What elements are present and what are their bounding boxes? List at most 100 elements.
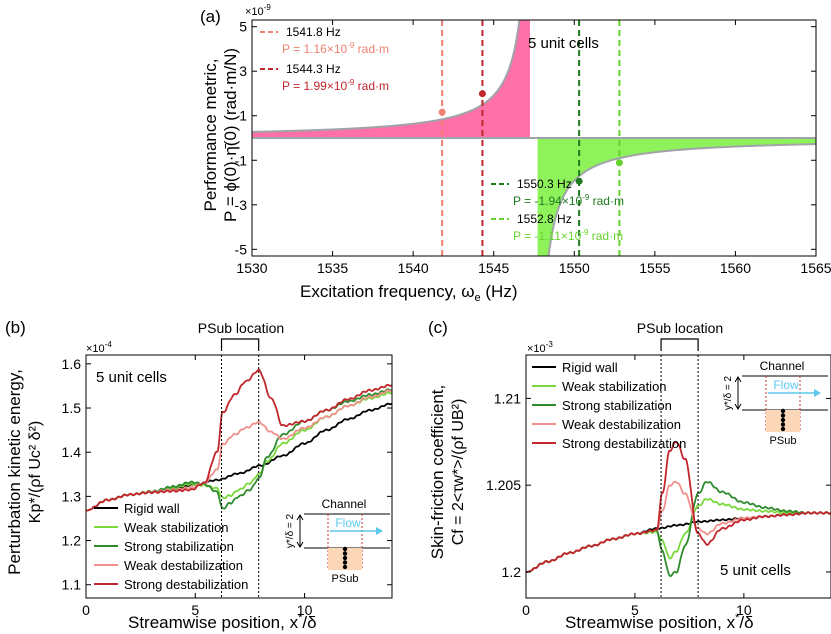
marker-point-0 [438, 108, 446, 116]
inset-psub-dot [342, 555, 348, 561]
legend-label-weak-destabilization: Weak destabilization [124, 558, 243, 573]
inset-psub-dot [780, 408, 786, 414]
panel-c-ylabel-2: Cf = 2<τw*>/(ρf UB²) [450, 399, 467, 546]
legend-label-strong-stabilization: Strong stabilization [562, 398, 672, 413]
panel-c-label: (c) [428, 318, 448, 337]
series-line-weak-destabilization [526, 480, 831, 573]
panel-1-frame [85, 354, 393, 599]
panel-a-xtick-label: 1540 [398, 260, 429, 276]
panel-a-xtick-label: 1545 [478, 260, 509, 276]
panel-c-plot-area: 0 5 10 1.2 1.205 1.21 Rigid wall Weak stabiliza… [486, 338, 831, 618]
panel-a-ytick-label: 5 [239, 19, 247, 35]
series-line-strong-destabilization [86, 368, 392, 512]
inset-flow-arrowhead [376, 527, 383, 535]
panel-a-ytick-label: 1 [239, 108, 247, 124]
panel-c-psub-label: PSub location [637, 320, 723, 336]
panel-a-xtick-label: 1555 [639, 260, 670, 276]
panel-b: (b) ×10-4 PSub location 0 5 10 1.1 1.2 1.3 1.4… [5, 318, 393, 632]
panel-c: (c) ×10-3 PSub location 0 5 10 1.2 1.205 1.21… [428, 318, 831, 632]
panel-a-ylabel-2: P = ϕ(0)·η̄(0) (rad·m/N) [221, 48, 240, 222]
inset-height-arrowhead-top [734, 376, 742, 383]
panel-1-ytick-label: 1.6 [62, 356, 82, 372]
inset-psub-dot [342, 560, 348, 565]
inset-psub-dot [780, 426, 786, 432]
inset-psub-dot [342, 551, 348, 556]
inset-height-arrowhead-bottom [734, 403, 742, 410]
panel-a-xlabel: Excitation frequency, ωe (Hz) [300, 282, 518, 304]
legend-P-1: P = 1.99×10-9 rad·m [282, 78, 389, 93]
response-curve-left [252, 20, 521, 133]
panel-1-ytick-label: 1.3 [62, 488, 82, 504]
panel-b-label: (b) [5, 318, 26, 337]
inset-psub-dot [780, 422, 786, 427]
panel-1-xtick-label: 0 [82, 602, 90, 618]
panel-c-annotation: 5 unit cells [720, 562, 791, 579]
panel-a: (a) ×10-9 1530 1535 1540 1545 1550 1555 1560 15… [200, 3, 831, 304]
series-line-weak-stabilization [86, 391, 392, 512]
panel-1-xtick-label: 5 [191, 602, 199, 618]
panel-a-exponent: ×10-9 [245, 3, 271, 18]
panel-a-ylabel-1: Performance metric, [201, 58, 220, 211]
panel-1-ytick-label: 1.4 [62, 444, 82, 460]
panel-2-frame [525, 354, 831, 599]
panel-b-xlabel: Streamwise position, x*/δ [128, 612, 317, 632]
legend-label-weak-destabilization: Weak destabilization [562, 417, 681, 432]
panel-b-annotation: 5 unit cells [96, 369, 167, 386]
panel-2-xtick-label: 10 [736, 602, 752, 618]
legend-label-strong-destabilization: Strong destabilization [562, 436, 686, 451]
panel-2-ytick-label: 1.2 [502, 564, 522, 580]
marker-point-3 [615, 159, 623, 167]
inset-flow-label: Flow [773, 378, 799, 392]
panel-2-ytick-label: 1.205 [486, 477, 521, 493]
legend-label-rigid-wall: Rigid wall [562, 360, 618, 375]
legend-P-3: P = -1.11×10-9 rad·m [513, 228, 623, 243]
legend-label-weak-stabilization: Weak stabilization [562, 379, 667, 394]
panel-a-frame [251, 19, 817, 257]
panel-1-ytick-label: 1.2 [62, 533, 82, 549]
legend-freq-1: 1544.3 Hz [286, 62, 341, 76]
legend-freq-2: 1550.3 Hz [517, 177, 572, 191]
panel-a-label: (a) [200, 7, 221, 26]
panel-a-annotation: 5 unit cells [528, 35, 599, 52]
panel-a-ytick-label: 3 [239, 63, 247, 79]
psub-bracket [220, 338, 260, 351]
panel-b-plot-area: 0 5 10 1.1 1.2 1.3 1.4 1.5 1.6 Rigid wall Weak sta… [62, 338, 393, 618]
inset-psub-label: PSub [332, 573, 359, 585]
legend-freq-0: 1541.8 Hz [286, 25, 341, 39]
inset-flow-arrowhead [814, 389, 821, 397]
panel-a-xtick-label: 1530 [236, 260, 267, 276]
panel-1-ytick-label: 1.1 [62, 577, 82, 593]
panel-2-xtick-label: 5 [631, 602, 639, 618]
legend-P-2: P = -1.94×10-9 rad·m [513, 193, 624, 208]
panel-b-psub-label: PSub location [198, 320, 284, 336]
legend-P-0: P = 1.16×10-9 rad·m [282, 41, 389, 56]
panel-a-plot-area: 1530 1535 1540 1545 1550 1555 1560 1565 -5 -3 -1 1 3… [235, 19, 831, 276]
panel-b-exponent: ×10-4 [86, 340, 112, 355]
panel-a-ytick-label: -3 [235, 197, 248, 213]
negative-fill-area [537, 138, 816, 256]
response-curve-right [547, 143, 816, 256]
panel-2-ytick-label: 1.21 [494, 390, 521, 406]
inset-ratio-label: y*/δ = 2 [285, 513, 296, 548]
series-line-weak-destabilization [86, 389, 392, 512]
legend-label-rigid-wall: Rigid wall [124, 501, 180, 516]
legend-label-weak-stabilization: Weak stabilization [124, 520, 229, 535]
legend-freq-3: 1552.8 Hz [517, 212, 572, 226]
inset-psub-label: PSub [770, 435, 797, 447]
marker-point-1 [478, 90, 486, 98]
inset-height-arrowhead-bottom [296, 541, 304, 548]
panel-b-ylabel-1: Perturbation kinetic energy, [5, 369, 24, 575]
panel-a-xtick-label: 1535 [317, 260, 348, 276]
legend-label-strong-destabilization: Strong destabilization [124, 577, 248, 592]
marker-point-2 [575, 177, 583, 185]
panel-a-xtick-label: 1560 [720, 260, 751, 276]
panel-1-xtick-label: 10 [297, 602, 313, 618]
panel-clipped-1 [86, 368, 392, 512]
panel-1-ytick-label: 1.5 [62, 400, 82, 416]
inset-psub-dot [342, 546, 348, 552]
panel-b-ylabel-2: Kp*/(ρf Uc² δ²) [27, 421, 44, 523]
panel-a-ytick-label: -1 [235, 152, 248, 168]
inset-psub-dot [780, 417, 786, 423]
panel-2-xtick-label: 0 [522, 602, 530, 618]
